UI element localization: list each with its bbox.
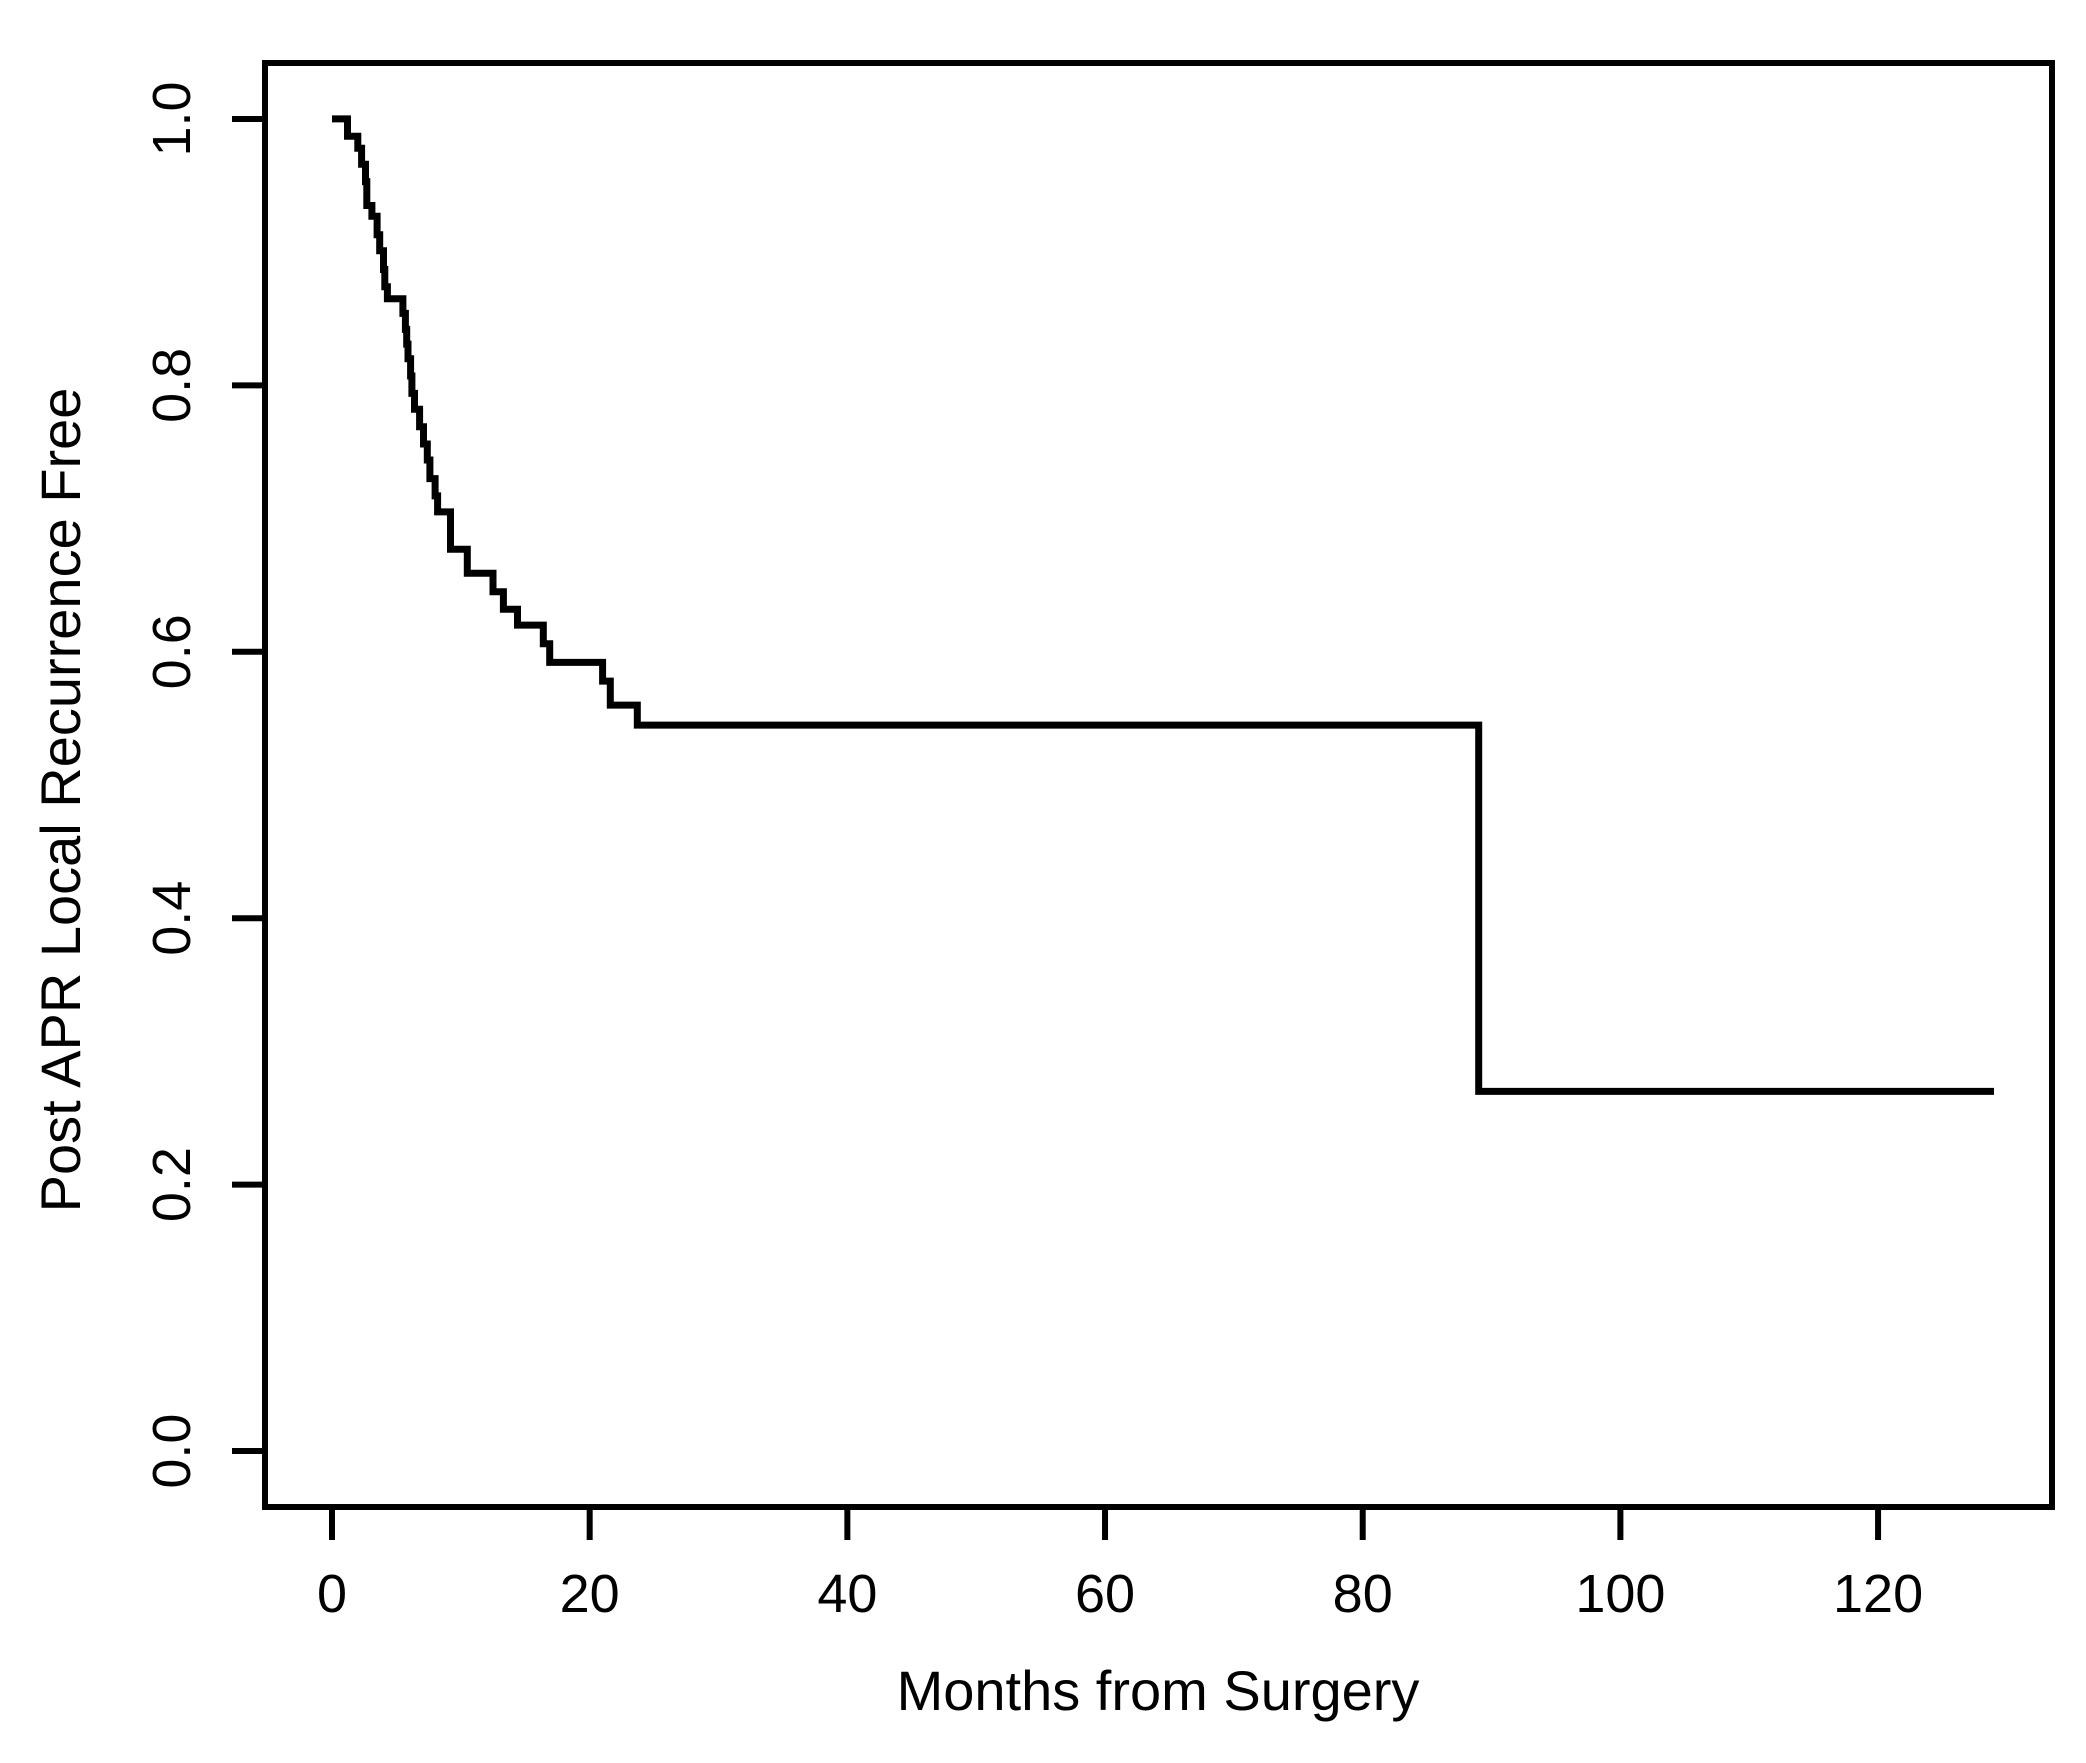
plot-area-border bbox=[262, 60, 2055, 1510]
y-tick-label-0.0: 0.0 bbox=[142, 1414, 202, 1489]
x-tick-label-100: 100 bbox=[1575, 1564, 1665, 1624]
y-tick-label-0.8: 0.8 bbox=[142, 348, 202, 423]
y-tick-label-1.0: 1.0 bbox=[142, 81, 202, 156]
y-tick-label-0.6: 0.6 bbox=[142, 614, 202, 689]
x-tick-label-0: 0 bbox=[317, 1564, 347, 1624]
x-tick-label-40: 40 bbox=[817, 1564, 877, 1624]
x-tick-label-60: 60 bbox=[1075, 1564, 1135, 1624]
x-tick-label-20: 20 bbox=[560, 1564, 620, 1624]
y-tick-label-0.2: 0.2 bbox=[142, 1147, 202, 1222]
km-survival-curve bbox=[332, 115, 1994, 1095]
x-axis-title: Months from Surgery bbox=[897, 1659, 1420, 1722]
y-tick-label-0.4: 0.4 bbox=[142, 881, 202, 956]
y-axis-title: Post APR Local Recurrence Free bbox=[29, 388, 92, 1213]
x-axis-ticks: 0 20 40 60 80 100 120 bbox=[317, 1507, 1923, 1624]
x-tick-label-80: 80 bbox=[1333, 1564, 1393, 1624]
y-axis-ticks: 0.0 0.2 0.4 0.6 0.8 1.0 bbox=[142, 81, 265, 1489]
x-tick-label-120: 120 bbox=[1833, 1564, 1923, 1624]
